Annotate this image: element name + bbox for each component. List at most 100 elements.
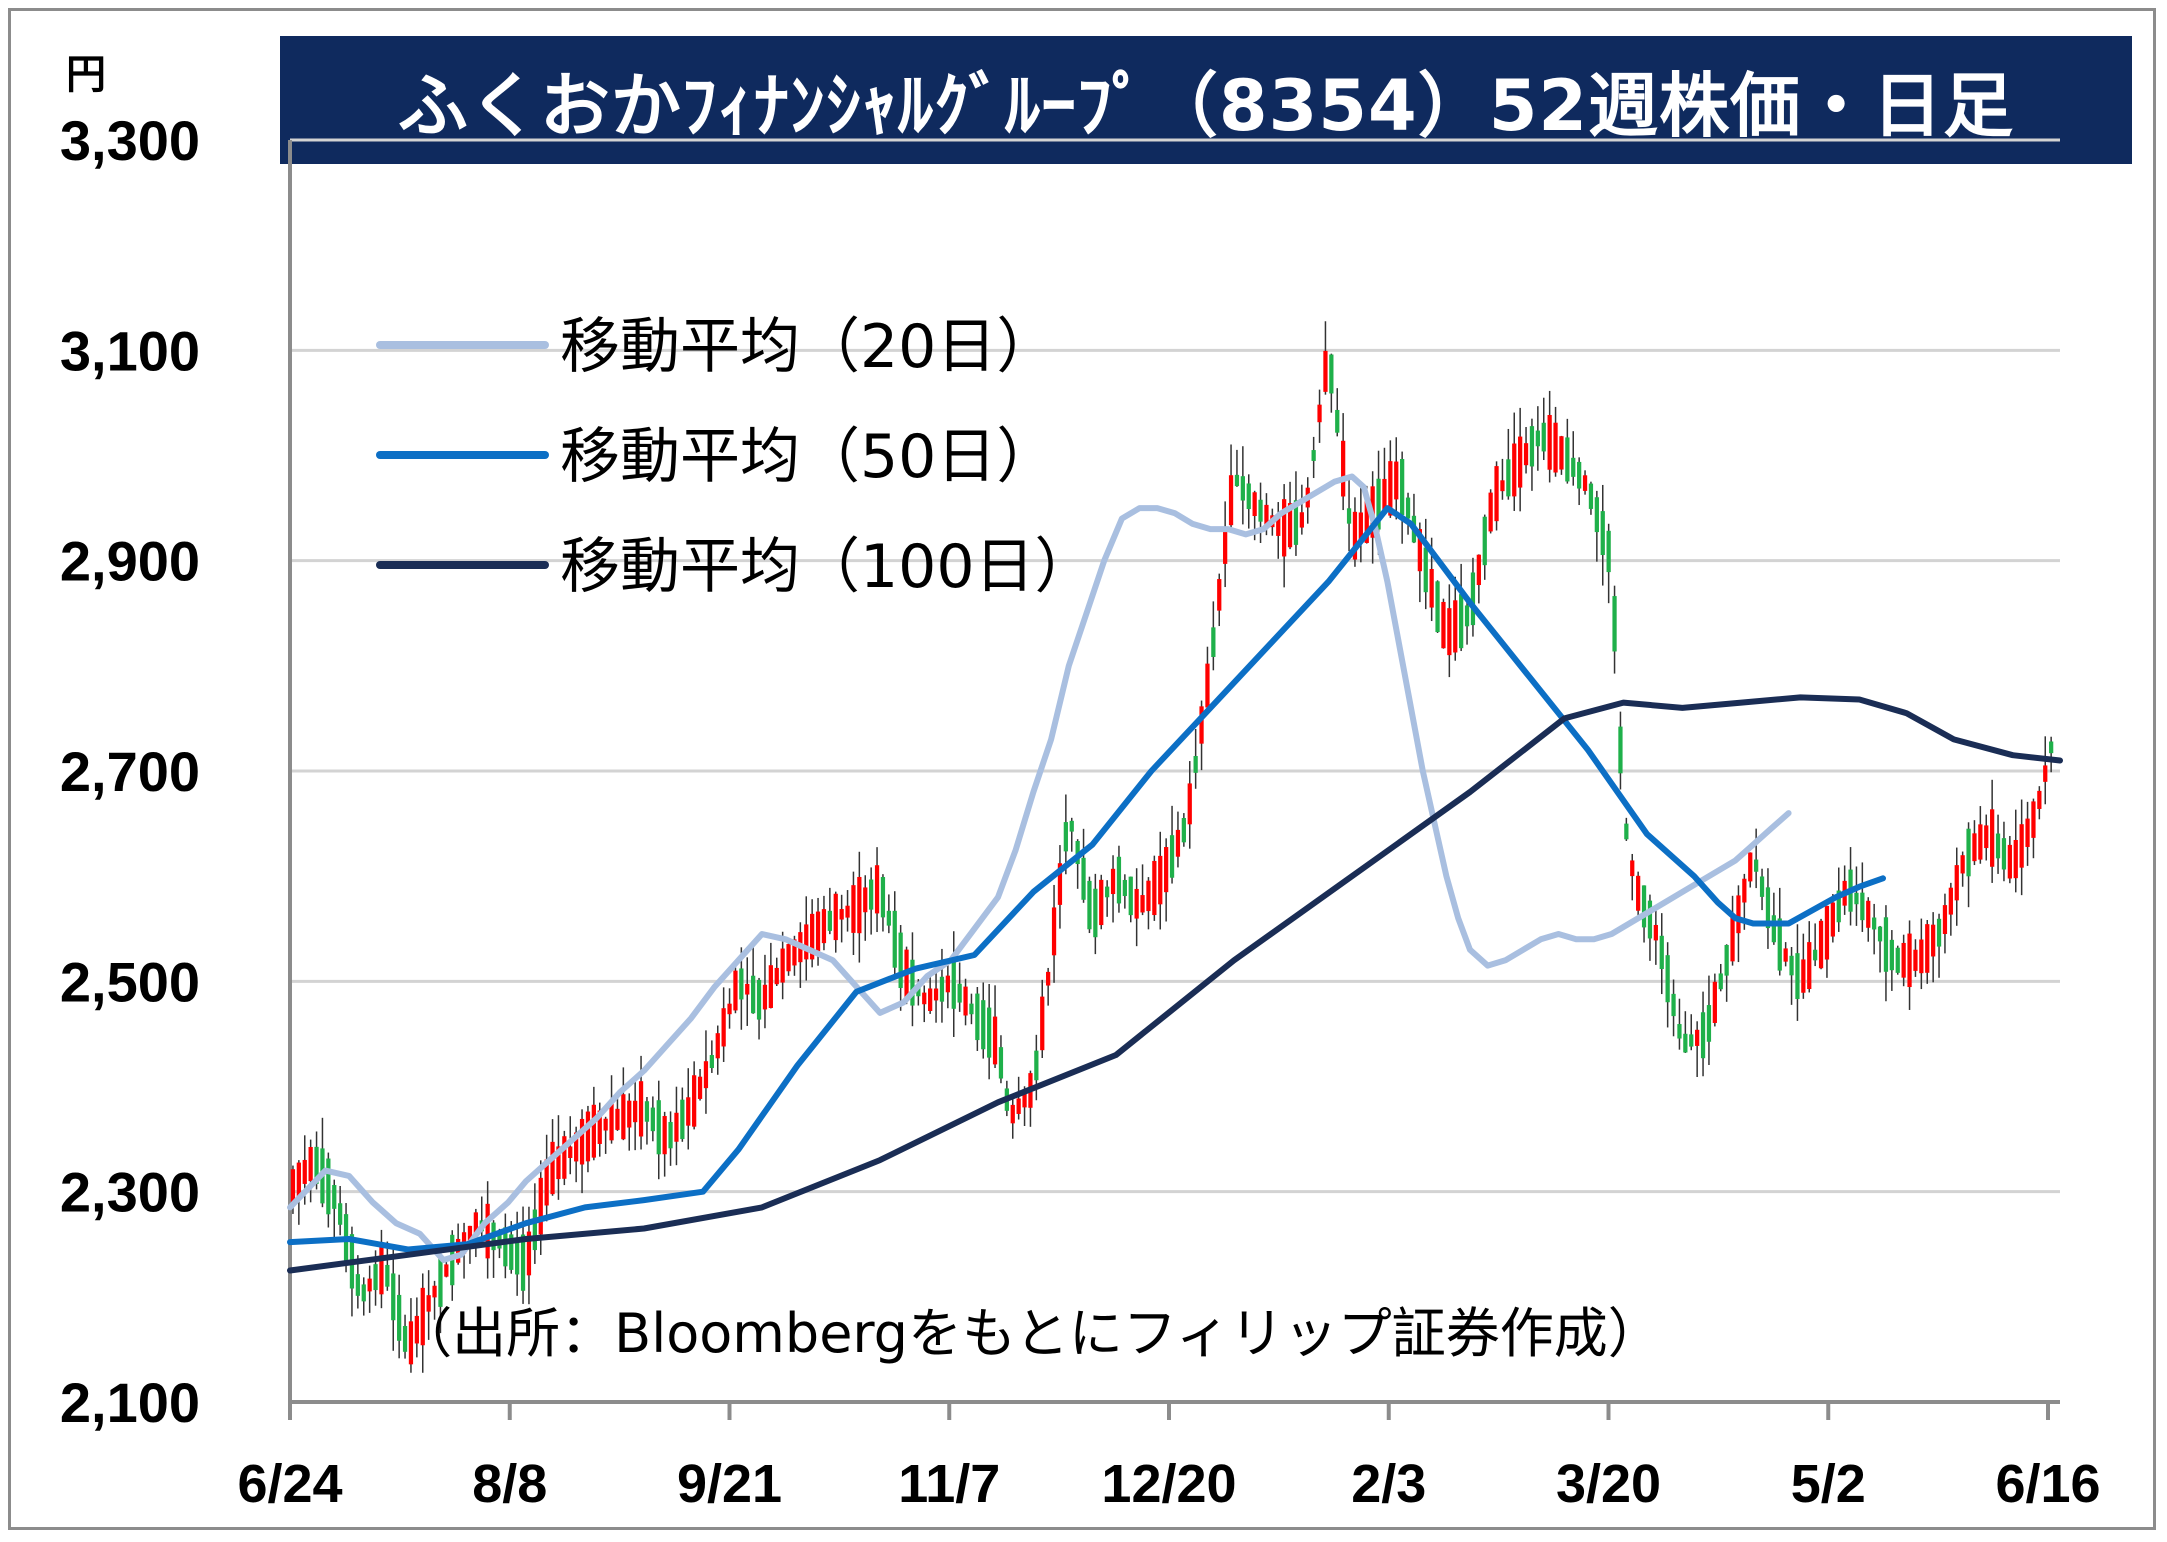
candle-down <box>1700 1012 1706 1059</box>
candle-down <box>1995 833 2001 859</box>
candle-up <box>945 975 950 993</box>
candle-up <box>2037 790 2042 809</box>
candle-up <box>467 1225 473 1245</box>
title-bar: ふくおかﾌｨﾅﾝｼｬﾙｸﾞﾙｰﾌﾟ（8354）52週株価・日足 <box>280 36 2132 164</box>
candle-down <box>1689 1034 1694 1047</box>
candle-down <box>1482 516 1487 566</box>
candle-down <box>1464 605 1470 627</box>
candle-up <box>408 1321 414 1365</box>
candle-up <box>1394 461 1399 500</box>
candle-down <box>2049 741 2054 754</box>
candle-down <box>1895 947 1900 973</box>
candle-up <box>574 1132 579 1162</box>
candle-up <box>526 1231 532 1276</box>
candle-up <box>579 1118 585 1165</box>
candle-up <box>444 1264 449 1277</box>
candle-up <box>821 909 827 944</box>
candle-up <box>1653 924 1658 941</box>
candle-up <box>1264 504 1269 528</box>
candle-up <box>1158 855 1163 905</box>
candle-up <box>1582 475 1588 491</box>
candle-up <box>1358 512 1363 544</box>
y-tick-label: 3,100 <box>60 319 200 382</box>
candle-down <box>1618 726 1623 774</box>
candle-down <box>886 910 891 926</box>
candle-down <box>1240 476 1245 501</box>
candle-down <box>998 1047 1004 1079</box>
candle-up <box>1175 829 1181 857</box>
candle-down <box>314 1146 319 1184</box>
candle-up <box>804 924 809 960</box>
candle-up <box>1748 852 1753 882</box>
candle-up <box>1942 905 1948 934</box>
candle-up <box>780 948 785 983</box>
candle-down <box>1459 594 1464 649</box>
candle-up <box>1287 503 1293 548</box>
y-tick-label: 2,300 <box>60 1161 200 1224</box>
candle-up <box>928 988 933 1011</box>
candle-up <box>762 984 768 1010</box>
candle-down <box>509 1234 514 1270</box>
candle-down <box>1034 1050 1039 1081</box>
candle-down <box>1759 876 1765 897</box>
candle-up <box>308 1147 313 1182</box>
candle-down <box>1877 926 1883 942</box>
legend-label: 移動平均（50日） <box>560 422 1056 492</box>
candle-up <box>845 905 850 918</box>
x-tick-label: 6/24 <box>237 1454 342 1514</box>
candle-up <box>697 1076 703 1099</box>
candle-up <box>568 1146 573 1158</box>
candle-up <box>1134 888 1139 919</box>
candle-up <box>1736 895 1741 934</box>
candle-up <box>1901 942 1906 978</box>
candle-up <box>1824 905 1830 960</box>
candle-down <box>361 1284 366 1302</box>
candle-down <box>438 1255 443 1307</box>
candle-up <box>703 1061 709 1089</box>
candle-up <box>1341 440 1346 497</box>
candle-up <box>556 1146 561 1180</box>
candle-up <box>1518 436 1523 488</box>
candle-up <box>1742 878 1747 903</box>
candle-up <box>2025 818 2030 847</box>
candle-up <box>721 1008 726 1047</box>
candle-up <box>692 1075 697 1127</box>
candle-up <box>1276 517 1281 536</box>
y-tick-label: 2,100 <box>60 1371 200 1434</box>
candle-up <box>2031 801 2036 838</box>
candle-up <box>633 1100 638 1123</box>
candle-up <box>1500 480 1505 492</box>
candle-up <box>1948 887 1953 915</box>
x-tick-label: 6/16 <box>1995 1454 2100 1514</box>
candle-down <box>1063 822 1068 852</box>
candle-down <box>910 959 915 1006</box>
candle-up <box>621 1094 626 1140</box>
candle-up <box>1057 863 1063 905</box>
candle-down <box>520 1234 526 1291</box>
candle-up <box>1919 939 1924 974</box>
candle-up <box>1547 414 1552 470</box>
candle-down <box>1606 530 1611 573</box>
candle-down <box>391 1273 396 1321</box>
moving-average-line <box>287 505 1886 1253</box>
candle-up <box>1205 663 1210 708</box>
x-tick-label: 2/3 <box>1351 1454 1426 1514</box>
candle-up <box>851 885 856 933</box>
candle-down <box>1665 955 1670 1003</box>
candle-up <box>1695 1029 1700 1046</box>
candle-up <box>674 1112 679 1142</box>
candle-down <box>1258 499 1263 522</box>
candle-up <box>473 1212 478 1242</box>
candle-down <box>827 910 832 931</box>
candle-down <box>1966 828 1971 877</box>
candle-down <box>1659 935 1664 970</box>
candle-up <box>1352 511 1358 560</box>
candle-up <box>1252 492 1257 517</box>
candle-down <box>1405 497 1411 519</box>
candle-down <box>1795 953 1800 999</box>
candle-down <box>892 910 897 968</box>
candle-up <box>1140 895 1145 913</box>
candle-up <box>1553 422 1558 473</box>
candle-up <box>1913 949 1918 971</box>
